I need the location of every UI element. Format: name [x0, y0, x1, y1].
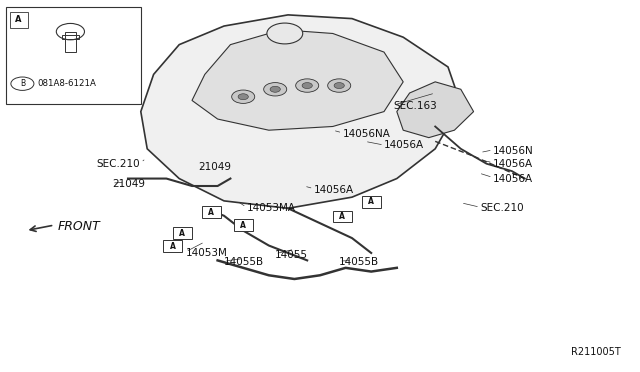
FancyBboxPatch shape — [163, 240, 182, 252]
Circle shape — [328, 79, 351, 92]
FancyBboxPatch shape — [202, 206, 221, 218]
Text: 14056A: 14056A — [493, 159, 533, 169]
Circle shape — [264, 83, 287, 96]
Bar — [65, 32, 76, 52]
Circle shape — [334, 83, 344, 89]
Text: 14055B: 14055B — [224, 257, 264, 267]
Text: FRONT: FRONT — [58, 221, 100, 233]
Text: SEC.163: SEC.163 — [394, 101, 437, 111]
Circle shape — [270, 86, 280, 92]
FancyBboxPatch shape — [173, 227, 192, 239]
Text: 21049: 21049 — [112, 179, 145, 189]
Text: 14056A: 14056A — [493, 174, 533, 183]
Polygon shape — [141, 15, 461, 208]
Text: A: A — [208, 208, 214, 217]
Text: B: B — [20, 79, 25, 88]
Text: A: A — [170, 242, 176, 251]
Text: 14055: 14055 — [275, 250, 308, 260]
Text: 14056A: 14056A — [384, 140, 424, 150]
Text: R211005T: R211005T — [571, 347, 621, 357]
Text: 14056NA: 14056NA — [342, 129, 390, 139]
Text: A: A — [179, 229, 186, 238]
FancyBboxPatch shape — [10, 12, 28, 28]
Bar — [62, 35, 79, 39]
FancyBboxPatch shape — [6, 7, 141, 104]
Text: 081A8-6121A: 081A8-6121A — [37, 79, 96, 88]
Text: 14056N: 14056N — [493, 146, 534, 155]
FancyBboxPatch shape — [362, 196, 381, 208]
Text: SEC.210: SEC.210 — [480, 203, 524, 213]
Text: SEC.210: SEC.210 — [96, 159, 140, 169]
Text: 14053M: 14053M — [186, 248, 227, 258]
Circle shape — [238, 94, 248, 100]
Polygon shape — [192, 30, 403, 130]
Circle shape — [302, 83, 312, 89]
Text: 21049: 21049 — [198, 163, 232, 172]
Polygon shape — [397, 82, 474, 138]
Text: 14056A: 14056A — [314, 185, 354, 195]
Text: A: A — [15, 15, 22, 24]
Text: A: A — [368, 197, 374, 206]
Circle shape — [296, 79, 319, 92]
Text: A: A — [240, 221, 246, 230]
Text: 14053MA: 14053MA — [246, 203, 296, 213]
Circle shape — [267, 23, 303, 44]
Circle shape — [232, 90, 255, 103]
FancyBboxPatch shape — [234, 219, 253, 231]
FancyBboxPatch shape — [333, 211, 352, 222]
Text: 14055B: 14055B — [339, 257, 380, 267]
Text: A: A — [339, 212, 346, 221]
